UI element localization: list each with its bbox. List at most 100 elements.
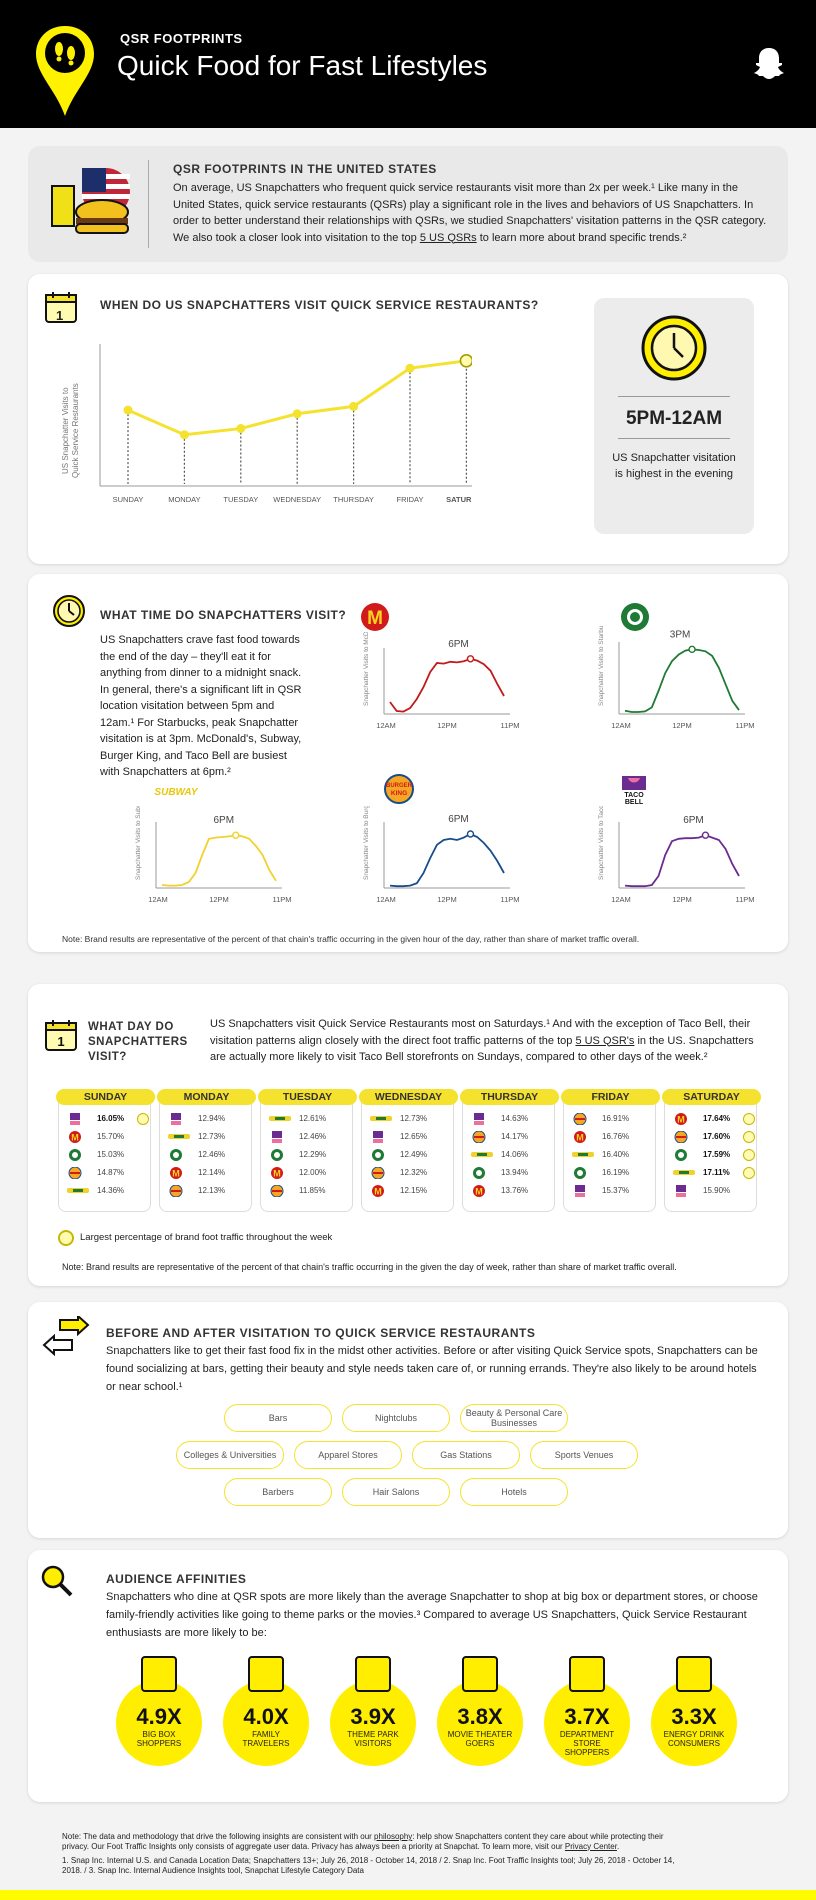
series-line <box>624 834 740 888</box>
day-pct: 12.29% <box>299 1150 327 1159</box>
series-line <box>389 657 505 713</box>
check-icon <box>137 1113 149 1125</box>
place-pill: Apparel Stores <box>294 1441 402 1469</box>
top-qsrs-link[interactable]: 5 US QSRs <box>419 231 477 244</box>
y-axis-label: Snapchatter Visits to Taco Bell <box>598 806 605 880</box>
peak-point <box>701 831 710 839</box>
day-pct: 12.32% <box>400 1168 428 1177</box>
starbucks-logo-icon <box>170 1149 182 1161</box>
affinity-label: THEME PARK VISITORS <box>347 1730 399 1748</box>
y-axis-label: Snapchatter Visits to McDonald's <box>363 632 370 706</box>
day-column-header: TUESDAY <box>258 1089 357 1105</box>
x-tick-label: 11PM <box>735 895 754 904</box>
affinity-circle: 4.0X FAMILY TRAVELERS <box>223 1680 309 1766</box>
starbucks-hour-chart: Snapchatter Visits to Starbucks 3PM 12AM 12… <box>598 626 755 730</box>
peak-caption: US Snapchatter visitation is highest in … <box>612 452 736 480</box>
data-point <box>405 363 415 373</box>
affinity-value: 4.0X <box>243 1704 289 1729</box>
mcdonalds-logo-icon: M <box>69 1131 81 1143</box>
tacobell-logo-icon <box>676 1185 686 1197</box>
data-point <box>292 409 302 419</box>
taco-bell-hour-chart: Snapchatter Visits to Taco Bell 6PM 12AM 12… <box>598 806 755 904</box>
x-tick-label: 11PM <box>735 721 754 730</box>
y-axis-label: Snapchatter Visits to Starbucks <box>598 626 605 706</box>
check-icon <box>743 1149 755 1161</box>
affinity-value: 3.3X <box>671 1704 717 1729</box>
day-column: TUESDAY 12.61% 12.46% 12.29% M 12.00% 11.85% <box>258 1089 357 1212</box>
day-pct: 12.14% <box>198 1168 226 1177</box>
burgerking-logo-icon <box>573 1113 587 1125</box>
day-note: Note: Brand results are representative o… <box>62 1262 677 1272</box>
place-pill: Beauty & Personal Care Businesses <box>460 1404 568 1432</box>
peak-point <box>466 655 475 663</box>
place-pill: Nightclubs <box>342 1404 450 1432</box>
day-heading: WHAT DAY DO SNAPCHATTERS VISIT? <box>88 1021 188 1063</box>
affinity-icon <box>569 1656 605 1692</box>
day-pct: 13.94% <box>501 1168 529 1177</box>
affinity-circle: 4.9X BIG BOX SHOPPERS <box>116 1680 202 1766</box>
burgerking-logo-icon <box>674 1131 688 1143</box>
taco-bell-logo-icon: TACO BELL <box>622 776 646 806</box>
clock-icon <box>53 595 85 627</box>
philosophy-link[interactable]: philosophy <box>374 1832 413 1841</box>
svg-text:M: M <box>677 1115 685 1125</box>
place-pill: Sports Venues <box>530 1441 638 1469</box>
affinity-value: 4.9X <box>136 1704 182 1729</box>
x-tick-label: 12AM <box>376 895 396 904</box>
day-pct: 17.60% <box>703 1132 731 1141</box>
intro-panel: QSR FOOTPRINTS IN THE UNITED STATES On a… <box>28 146 788 262</box>
divider <box>148 160 149 248</box>
svg-text:M: M <box>475 1187 483 1197</box>
calendar-number: 1 <box>56 308 64 323</box>
mcdonalds-logo-icon: M <box>372 1185 384 1197</box>
affinity-icon <box>462 1656 498 1692</box>
affinities-heading: AUDIENCE AFFINITIES <box>106 1572 247 1586</box>
mcdonalds-logo-icon: M <box>675 1113 687 1125</box>
peak-label: 6PM <box>448 814 469 825</box>
burgerking-logo-icon <box>371 1167 385 1179</box>
time-card: WHAT TIME DO SNAPCHATTERS VISIT? US Snap… <box>28 574 788 952</box>
affinity-value: 3.7X <box>564 1704 610 1729</box>
weekday-line-chart: US Snapchatter Visits to Quick Service Re… <box>61 344 472 504</box>
peak-check-icon <box>459 354 472 368</box>
affinity-circle: 3.8X MOVIE THEATER GOERS <box>437 1680 523 1766</box>
starbucks-logo-icon <box>473 1167 485 1179</box>
day-pct: 15.37% <box>602 1186 630 1195</box>
arrows-icon <box>42 1316 90 1356</box>
intro-text: On average, US Snapchatters who frequent… <box>173 182 767 244</box>
affinity-circle: 3.3X ENERGY DRINK CONSUMERS <box>651 1680 737 1766</box>
peak-label: 3PM <box>670 629 691 640</box>
x-tick-label: 12AM <box>611 721 631 730</box>
svg-text:1: 1 <box>57 1034 64 1049</box>
affinity-value: 3.9X <box>350 1704 396 1729</box>
day-pct: 12.46% <box>198 1150 226 1159</box>
peak-point <box>688 645 696 654</box>
day-column-header: SUNDAY <box>56 1089 155 1105</box>
day-column-header: WEDNESDAY <box>359 1089 458 1105</box>
day-pct: 16.76% <box>602 1132 630 1141</box>
day-pct: 12.00% <box>299 1168 327 1177</box>
mcdonalds-logo-icon: M <box>473 1185 485 1197</box>
top-qsrs-link[interactable]: 5 US QSR's <box>575 1034 635 1047</box>
day-card: 1 WHAT DAY DO SNAPCHATTERS VISIT? US Snapc… <box>28 984 788 1286</box>
magnifier-icon <box>41 1565 73 1597</box>
affinity-label: FAMILY TRAVELERS <box>242 1730 290 1748</box>
day-pct: 17.64% <box>703 1114 731 1123</box>
peak-label: 6PM <box>213 815 234 826</box>
peak-time: 5PM-12AM <box>625 408 723 429</box>
y-axis-label: Quick Service Restaurants <box>71 383 80 478</box>
y-axis-label: US Snapchatter Visits to <box>61 387 70 474</box>
peak-label: 6PM <box>683 815 704 826</box>
starbucks-logo-icon <box>675 1149 687 1161</box>
day-column: THURSDAY 14.63% 14.17% 14.06% 13.94% M 13.76% <box>460 1089 559 1212</box>
affinity-icon <box>355 1656 391 1692</box>
tacobell-logo-icon <box>272 1131 282 1143</box>
calendar-icon <box>45 292 77 323</box>
subway-logo-icon <box>67 1188 89 1193</box>
privacy-center-link[interactable]: Privacy Center <box>564 1841 617 1851</box>
x-tick-label: TUESDAY <box>223 495 258 504</box>
footer-sources: 1. Snap Inc. Internal U.S. and Canada Lo… <box>62 1856 675 1875</box>
affinity-label: MOVIE THEATER GOERS <box>447 1730 513 1748</box>
day-text: US Snapchatters visit Quick Service Rest… <box>210 1018 754 1063</box>
day-pct: 12.73% <box>198 1132 226 1141</box>
